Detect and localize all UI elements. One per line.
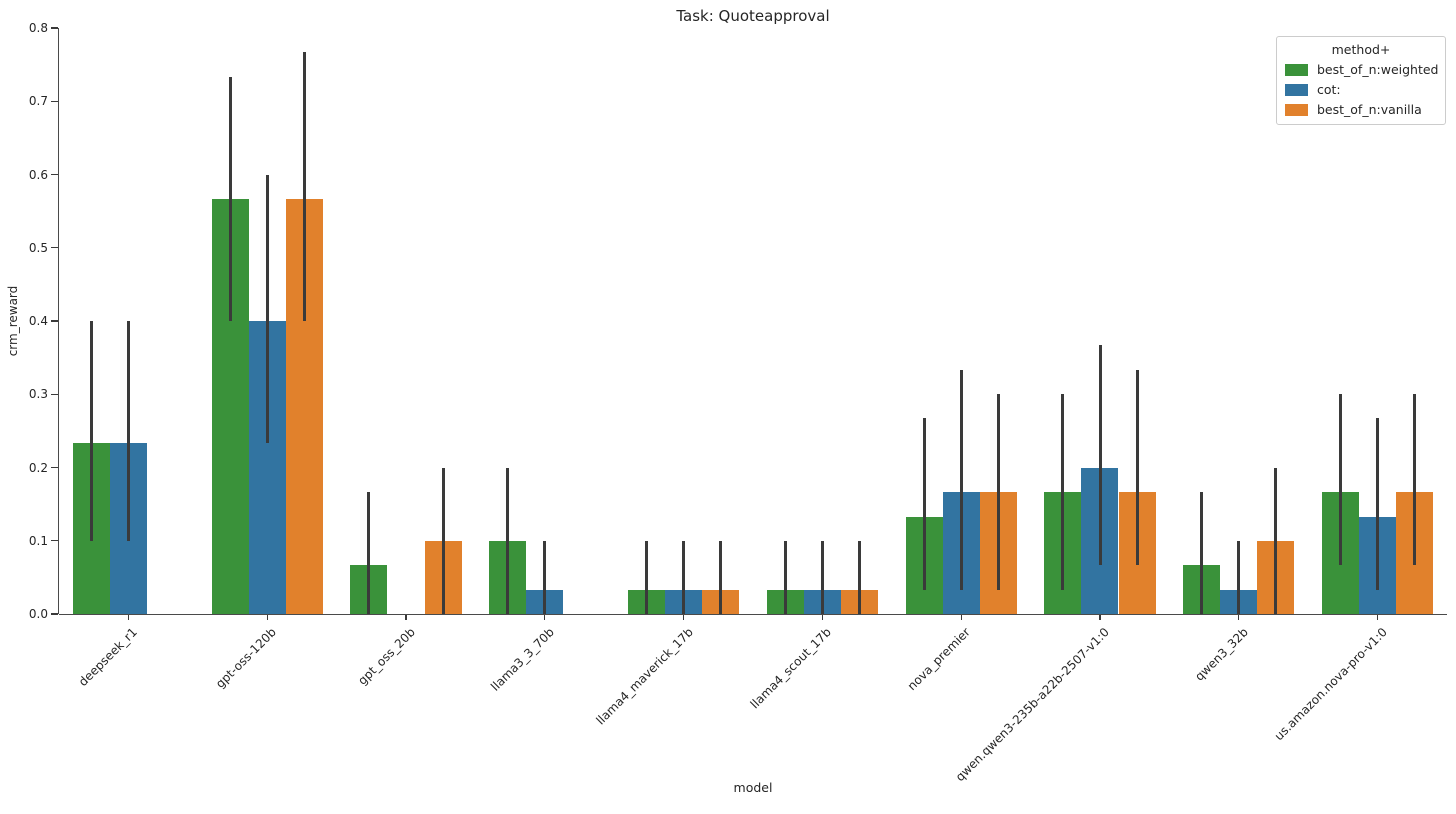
y-tick-label: 0.7 xyxy=(28,94,48,109)
x-tick-label: nova_premier xyxy=(904,625,974,694)
legend-entries: best_of_n:weighted cot: best_of_n:vanilla xyxy=(1285,62,1439,117)
x-tick-mark xyxy=(682,615,685,621)
x-tick-mark xyxy=(1238,615,1240,621)
error-bar xyxy=(441,467,445,614)
error-bar xyxy=(126,321,130,541)
y-tick-label: 0.8 xyxy=(28,21,48,35)
error-bar xyxy=(820,540,824,614)
y-tick-label: 0.0 xyxy=(28,607,48,621)
error-bar xyxy=(506,467,510,614)
legend-entry-label: cot: xyxy=(1317,82,1341,97)
y-tick-label: 0.2 xyxy=(28,460,48,475)
x-tick-mark xyxy=(821,615,824,621)
y-tick-label: 0.3 xyxy=(28,387,48,402)
error-bar xyxy=(719,540,723,614)
error-bar xyxy=(302,52,306,321)
legend-entry: best_of_n:vanilla xyxy=(1285,102,1437,117)
y-tick-label: 0.1 xyxy=(28,533,48,548)
x-tick-mark xyxy=(266,615,268,621)
x-tick-label: gpt-oss-120b xyxy=(213,625,280,691)
error-bar xyxy=(1061,394,1065,590)
x-tick-label: llama4_scout_17b xyxy=(747,625,835,712)
legend-entry: cot: xyxy=(1285,82,1437,97)
x-tick-mark xyxy=(127,615,130,621)
x-tick-label: gpt_oss_20b xyxy=(355,625,418,688)
legend-entry-label: best_of_n:vanilla xyxy=(1317,102,1422,117)
x-tick-mark xyxy=(1099,615,1101,621)
y-tick-mark xyxy=(50,466,58,469)
y-tick-mark xyxy=(50,393,58,395)
legend-color-patch xyxy=(1285,83,1308,96)
y-tick-mark xyxy=(50,173,58,176)
x-axis xyxy=(59,614,1447,616)
error-bar xyxy=(367,491,371,614)
error-bar xyxy=(1274,467,1278,614)
error-bar xyxy=(959,370,963,590)
x-axis-label: model xyxy=(733,780,773,795)
error-bar xyxy=(89,321,93,541)
legend-title: method+ xyxy=(1331,42,1391,57)
y-tick-mark xyxy=(50,247,58,249)
error-bar xyxy=(857,540,861,614)
error-bar xyxy=(645,540,649,614)
error-bar xyxy=(1135,370,1139,565)
error-bar xyxy=(1200,491,1204,614)
x-tick-mark xyxy=(960,615,962,621)
legend-color-patch xyxy=(1285,63,1308,76)
legend-entry: best_of_n:weighted xyxy=(1285,62,1439,77)
error-bar xyxy=(1413,394,1417,565)
error-bar xyxy=(543,540,547,614)
x-tick-label: llama3_3_70b xyxy=(487,625,557,694)
y-tick-mark xyxy=(50,540,58,542)
error-bar xyxy=(1098,345,1102,565)
x-tick-label: qwen.qwen3-235b-a22b-2507-v1:0 xyxy=(952,625,1112,785)
x-tick-label: llama4_maverick_17b xyxy=(593,625,696,728)
error-bar xyxy=(1237,540,1241,614)
y-tick-mark xyxy=(50,100,58,102)
y-tick-label: 0.4 xyxy=(28,314,48,328)
error-bar xyxy=(1339,394,1343,565)
legend-color-patch xyxy=(1285,103,1308,116)
y-tick-mark xyxy=(50,27,58,29)
legend: method+ best_of_n:weighted cot: best_of_n:… xyxy=(1276,36,1446,125)
legend-entry-label: best_of_n:weighted xyxy=(1317,62,1439,77)
x-tick-label: us.amazon.nova-pro-v1:0 xyxy=(1271,625,1390,744)
y-tick-label: 0.5 xyxy=(28,240,48,255)
error-bar xyxy=(996,394,1000,590)
chart-title: Task: Quoteapproval xyxy=(676,7,830,25)
y-tick-mark xyxy=(50,613,58,615)
y-tick-mark xyxy=(50,320,58,322)
y-tick-label: 0.6 xyxy=(28,167,48,182)
error-bar xyxy=(228,77,232,321)
y-axis xyxy=(57,28,59,614)
error-bar xyxy=(265,174,269,444)
error-bar xyxy=(783,540,787,614)
x-tick-mark xyxy=(405,615,407,621)
x-tick-label: deepseek_r1 xyxy=(76,625,141,690)
x-tick-mark xyxy=(1376,615,1379,621)
error-bar xyxy=(682,540,686,614)
error-bar xyxy=(922,418,926,590)
x-tick-mark xyxy=(544,615,546,621)
x-tick-label: qwen3_32b xyxy=(1192,625,1251,684)
error-bar xyxy=(1376,418,1380,590)
